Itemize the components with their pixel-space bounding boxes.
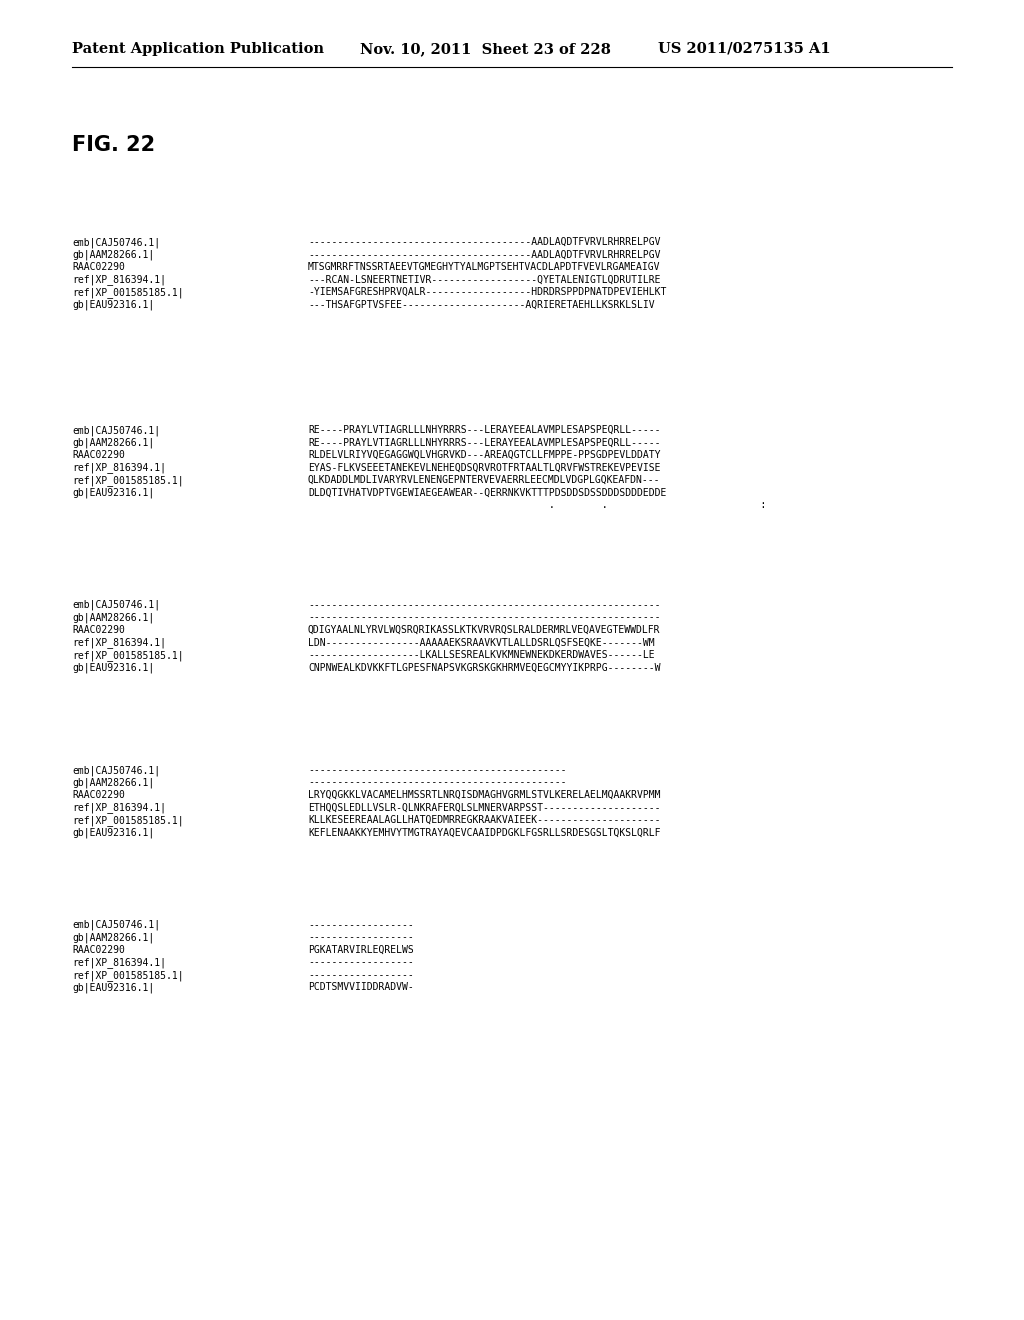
Text: emb|CAJ50746.1|: emb|CAJ50746.1| [72, 425, 160, 436]
Text: KEFLENAAKKYEMHVYTMGTRAYAQEVCAAIDPDGKLFGSRLLSRDESGSLTQKSLQRLF: KEFLENAAKKYEMHVYTMGTRAYAQEVCAAIDPDGKLFGS… [308, 828, 660, 837]
Text: ref|XP_001585185.1|: ref|XP_001585185.1| [72, 649, 183, 661]
Text: ------------------: ------------------ [308, 920, 414, 931]
Text: RE----PRAYLVTIAGRLLLNHYRRRS---LERAYEEALAVMPLESAPSPEQRLL-----: RE----PRAYLVTIAGRLLLNHYRRRS---LERAYEEALA… [308, 437, 660, 447]
Text: DLDQTIVHATVDPTVGEWIAEGEAWEAR--QERRNKVKTTTPDSDDSDSSDDDSDDDEDDE: DLDQTIVHATVDPTVGEWIAEGEAWEAR--QERRNKVKTT… [308, 487, 667, 498]
Text: ref|XP_001585185.1|: ref|XP_001585185.1| [72, 970, 183, 981]
Text: gb|AAM28266.1|: gb|AAM28266.1| [72, 612, 155, 623]
Text: RAAC02290: RAAC02290 [72, 261, 125, 272]
Text: LDN----------------AAAAAEKSRAAVKVTLALLDSRLQSFSEQKE-------WM: LDN----------------AAAAAEKSRAAVKVTLALLDS… [308, 638, 654, 648]
Text: Nov. 10, 2011  Sheet 23 of 228: Nov. 10, 2011 Sheet 23 of 228 [360, 42, 611, 55]
Text: QLKDADDLMDLIVARYRVLENENGEPNTERVEVAERRLEECMDLVDGPLGQKEAFDN---: QLKDADDLMDLIVARYRVLENENGEPNTERVEVAERRLEE… [308, 475, 660, 484]
Text: ref|XP_816394.1|: ref|XP_816394.1| [72, 957, 166, 969]
Text: PGKATARVIRLEQRELWS: PGKATARVIRLEQRELWS [308, 945, 414, 954]
Text: gb|AAM28266.1|: gb|AAM28266.1| [72, 249, 155, 260]
Text: gb|AAM28266.1|: gb|AAM28266.1| [72, 437, 155, 447]
Text: MTSGMRRFTNSSRTAEEVTGMEGHYTYALMGPTSEHTVACDLAPDTFVEVLRGAMEAIGV: MTSGMRRFTNSSRTAEEVTGMEGHYTYALMGPTSEHTVAC… [308, 261, 660, 272]
Text: RAAC02290: RAAC02290 [72, 624, 125, 635]
Text: ref|XP_001585185.1|: ref|XP_001585185.1| [72, 286, 183, 298]
Text: QDIGYAALNLYRVLWQSRQRIKASSLKTKVRVRQSLRALDERMRLVEQAVEGTEWWDLFR: QDIGYAALNLYRVLWQSRQRIKASSLKTKVRVRQSLRALD… [308, 624, 660, 635]
Text: gb|EAU92316.1|: gb|EAU92316.1| [72, 300, 155, 310]
Text: -YIEMSAFGRESHPRVQALR------------------HDRDRSPPDPNATDPEVIEHLKT: -YIEMSAFGRESHPRVQALR------------------HD… [308, 286, 667, 297]
Text: ref|XP_816394.1|: ref|XP_816394.1| [72, 462, 166, 474]
Text: ref|XP_001585185.1|: ref|XP_001585185.1| [72, 475, 183, 486]
Text: --------------------------------------------: ----------------------------------------… [308, 777, 566, 788]
Text: ------------------: ------------------ [308, 957, 414, 968]
Text: .        .                          :: . . : [308, 500, 766, 510]
Text: ref|XP_001585185.1|: ref|XP_001585185.1| [72, 814, 183, 826]
Text: gb|EAU92316.1|: gb|EAU92316.1| [72, 663, 155, 673]
Text: PCDTSMVVIIDDRADVW-: PCDTSMVVIIDDRADVW- [308, 982, 414, 993]
Text: emb|CAJ50746.1|: emb|CAJ50746.1| [72, 601, 160, 610]
Text: FIG. 22: FIG. 22 [72, 135, 155, 154]
Text: RAAC02290: RAAC02290 [72, 450, 125, 459]
Text: RLDELVLRIYVQEGAGGWQLVHGRVKD---AREAQGTCLLFMPPE-PPSGDPEVLDDATY: RLDELVLRIYVQEGAGGWQLVHGRVKD---AREAQGTCLL… [308, 450, 660, 459]
Text: LRYQQGKKLVACAMELHMSSRTLNRQISDMAGHVGRMLSTVLKERELAELMQAAKRVPMM: LRYQQGKKLVACAMELHMSSRTLNRQISDMAGHVGRMLST… [308, 789, 660, 800]
Text: Patent Application Publication: Patent Application Publication [72, 42, 324, 55]
Text: EYAS-FLKVSEEETANEKEVLNEHEQDSQRVROTFRTAALTLQRVFWSTREKEVPEVISE: EYAS-FLKVSEEETANEKEVLNEHEQDSQRVROTFRTAAL… [308, 462, 660, 473]
Text: CNPNWEALKDVKKFTLGPESFNAPSVKGRSKGKHRMVEQEGCMYYIKPRPG--------W: CNPNWEALKDVKKFTLGPESFNAPSVKGRSKGKHRMVEQE… [308, 663, 660, 672]
Text: ------------------------------------------------------------: ----------------------------------------… [308, 601, 660, 610]
Text: RAAC02290: RAAC02290 [72, 789, 125, 800]
Text: KLLKESEEREAALAGLLHATQEDMRREGKRAAKVAIEEK---------------------: KLLKESEEREAALAGLLHATQEDMRREGKRAAKVAIEEK-… [308, 814, 660, 825]
Text: --------------------------------------AADLAQDTFVRVLRHRRELPGV: --------------------------------------AA… [308, 249, 660, 260]
Text: -------------------LKALLSESREALKVKMNEWNEKDKERDWAVES------LE: -------------------LKALLSESREALKVKMNEWNE… [308, 649, 654, 660]
Text: US 2011/0275135 A1: US 2011/0275135 A1 [658, 42, 830, 55]
Text: --------------------------------------------: ----------------------------------------… [308, 766, 566, 775]
Text: emb|CAJ50746.1|: emb|CAJ50746.1| [72, 766, 160, 776]
Text: RE----PRAYLVTIAGRLLLNHYRRRS---LERAYEEALAVMPLESAPSPEQRLL-----: RE----PRAYLVTIAGRLLLNHYRRRS---LERAYEEALA… [308, 425, 660, 436]
Text: ref|XP_816394.1|: ref|XP_816394.1| [72, 638, 166, 648]
Text: ------------------------------------------------------------: ----------------------------------------… [308, 612, 660, 623]
Text: ---THSAFGPTVSFEE---------------------AQRIERETAEHLLKSRKLSLIV: ---THSAFGPTVSFEE---------------------AQR… [308, 300, 654, 309]
Text: ref|XP_816394.1|: ref|XP_816394.1| [72, 803, 166, 813]
Text: ref|XP_816394.1|: ref|XP_816394.1| [72, 275, 166, 285]
Text: gb|AAM28266.1|: gb|AAM28266.1| [72, 932, 155, 942]
Text: ------------------: ------------------ [308, 970, 414, 979]
Text: ETHQQSLEDLLVSLR-QLNKRAFERQLSLMNERVARPSST--------------------: ETHQQSLEDLLVSLR-QLNKRAFERQLSLMNERVARPSST… [308, 803, 660, 813]
Text: gb|EAU92316.1|: gb|EAU92316.1| [72, 982, 155, 993]
Text: emb|CAJ50746.1|: emb|CAJ50746.1| [72, 920, 160, 931]
Text: ---RCAN-LSNEERTNETIVR------------------QYETALENIGTLQDRUTILRE: ---RCAN-LSNEERTNETIVR------------------Q… [308, 275, 660, 285]
Text: gb|EAU92316.1|: gb|EAU92316.1| [72, 828, 155, 838]
Text: ------------------: ------------------ [308, 932, 414, 942]
Text: --------------------------------------AADLAQDTFVRVLRHRRELPGV: --------------------------------------AA… [308, 238, 660, 247]
Text: emb|CAJ50746.1|: emb|CAJ50746.1| [72, 238, 160, 248]
Text: RAAC02290: RAAC02290 [72, 945, 125, 954]
Text: gb|EAU92316.1|: gb|EAU92316.1| [72, 487, 155, 498]
Text: gb|AAM28266.1|: gb|AAM28266.1| [72, 777, 155, 788]
